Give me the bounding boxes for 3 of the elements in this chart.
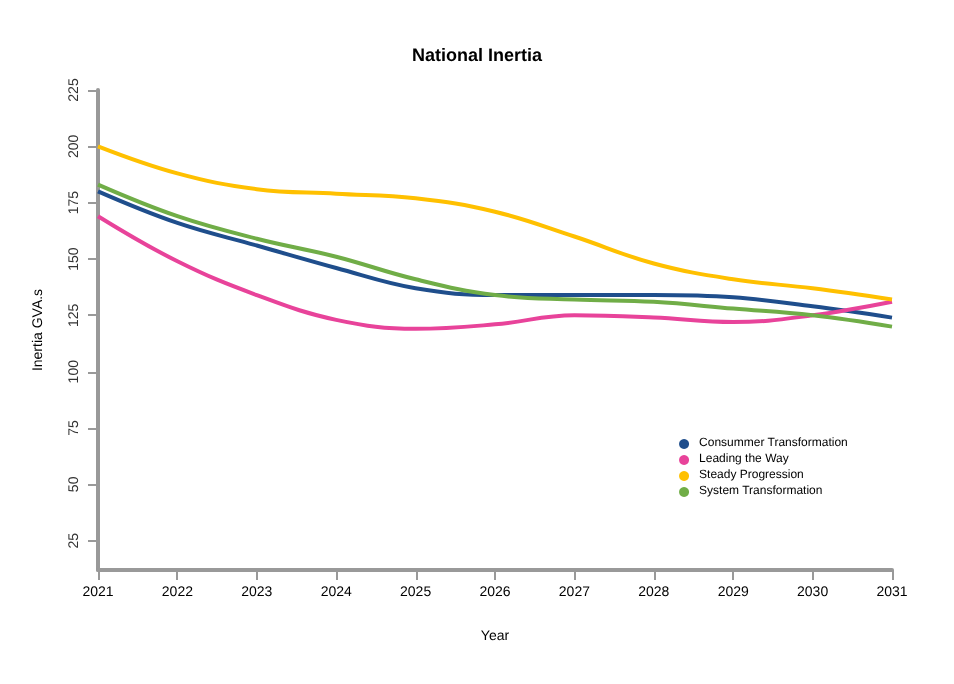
line-series [96,214,894,331]
chart-title: National Inertia [411,45,544,65]
line-series [96,144,894,302]
